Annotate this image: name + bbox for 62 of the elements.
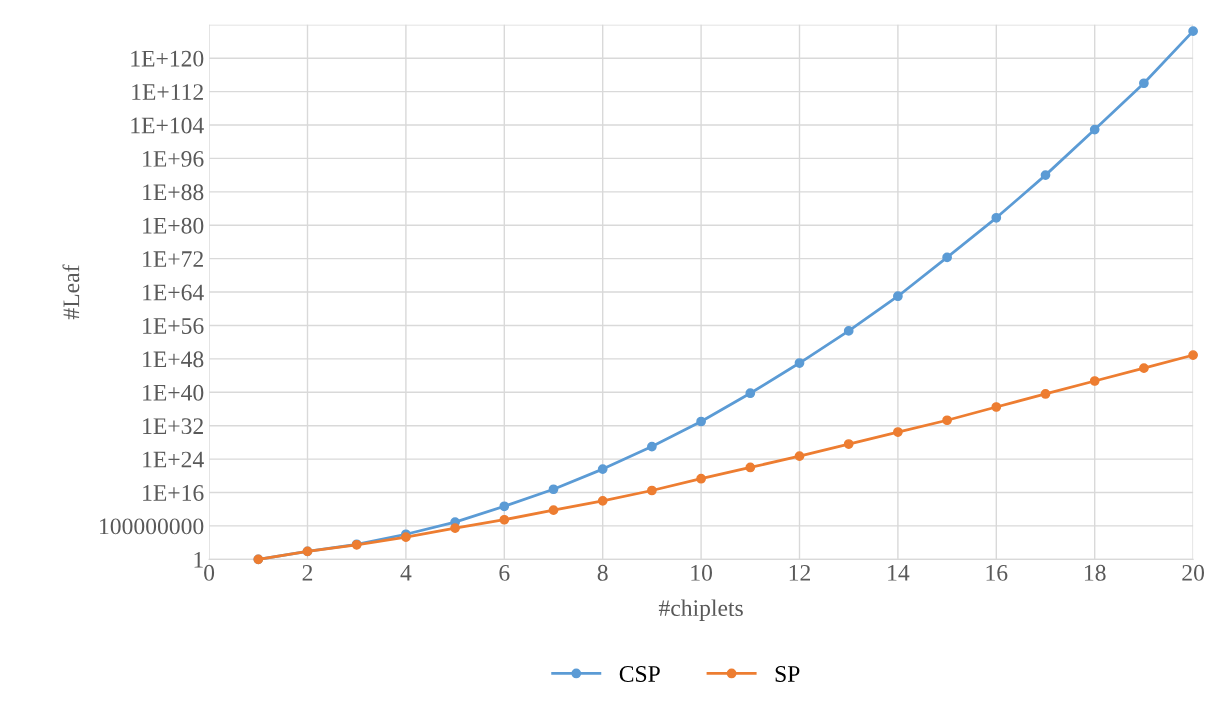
- point: [1040, 170, 1051, 180]
- point: [1139, 78, 1149, 89]
- x-tick-label: 4: [400, 565, 412, 581]
- point: [794, 358, 805, 368]
- point: [1188, 350, 1198, 360]
- y-tick-label: 1E+120: [131, 50, 204, 67]
- point: [647, 485, 657, 496]
- point: [1089, 124, 1100, 135]
- x-axis-title: #chiplets: [658, 599, 743, 621]
- point: [843, 326, 854, 336]
- x-tick-label: 16: [986, 564, 1008, 581]
- point: [597, 464, 608, 474]
- y-tick-label: 1: [194, 551, 203, 568]
- x-tick-label: 12: [789, 564, 810, 581]
- point: [942, 252, 952, 263]
- point: [745, 462, 756, 473]
- y-tick-label: 1E+80: [143, 217, 204, 234]
- y-tick-label: 1E+56: [143, 318, 204, 334]
- y-tick-label: 1E+64: [143, 284, 204, 301]
- point: [1040, 389, 1051, 399]
- y-tick-label: 1E+112: [132, 84, 203, 100]
- point: [1139, 363, 1149, 374]
- point: [548, 484, 559, 495]
- x-tick-label: 2: [302, 564, 313, 581]
- point: [499, 514, 510, 525]
- x-tick-label: 0: [204, 564, 215, 581]
- y-tick-label: 1E+24: [143, 451, 204, 468]
- point: [893, 427, 903, 437]
- point: [843, 439, 854, 449]
- point: [597, 495, 608, 506]
- point: [548, 505, 559, 515]
- point: [745, 388, 756, 399]
- y-tick-label: 1E+72: [143, 251, 203, 267]
- y-axis-title: #Leaf: [62, 264, 80, 320]
- point: [450, 523, 460, 533]
- legend-label: CSP: [619, 666, 660, 682]
- y-tick-label: 1E+48: [143, 351, 204, 368]
- y-tick-label: 1E+16: [143, 485, 204, 501]
- point: [1188, 26, 1198, 37]
- y-tick-label: 100000000: [100, 518, 204, 535]
- y-tick-label: 1E+40: [143, 384, 204, 401]
- x-tick-label: 8: [597, 564, 608, 581]
- point: [942, 415, 952, 426]
- y-tick-label: 1E+96: [143, 150, 204, 167]
- point: [696, 416, 706, 427]
- y-tick-label: 1E+88: [143, 184, 204, 201]
- point: [991, 212, 1002, 223]
- legend-label: SP: [775, 666, 800, 682]
- x-tick-label: 18: [1084, 564, 1106, 581]
- point: [991, 402, 1002, 412]
- x-tick-label: 14: [888, 564, 910, 581]
- y-tick-label: 1E+104: [131, 117, 204, 134]
- y-tick-label: 1E+32: [143, 418, 203, 435]
- point: [893, 291, 903, 302]
- point: [1089, 376, 1100, 386]
- point: [794, 451, 805, 462]
- x-tick-label: 20: [1182, 564, 1205, 581]
- x-tick-label: 6: [499, 564, 510, 581]
- point: [696, 473, 706, 484]
- point: [647, 441, 657, 452]
- point: [499, 501, 510, 512]
- x-tick-label: 10: [691, 564, 713, 581]
